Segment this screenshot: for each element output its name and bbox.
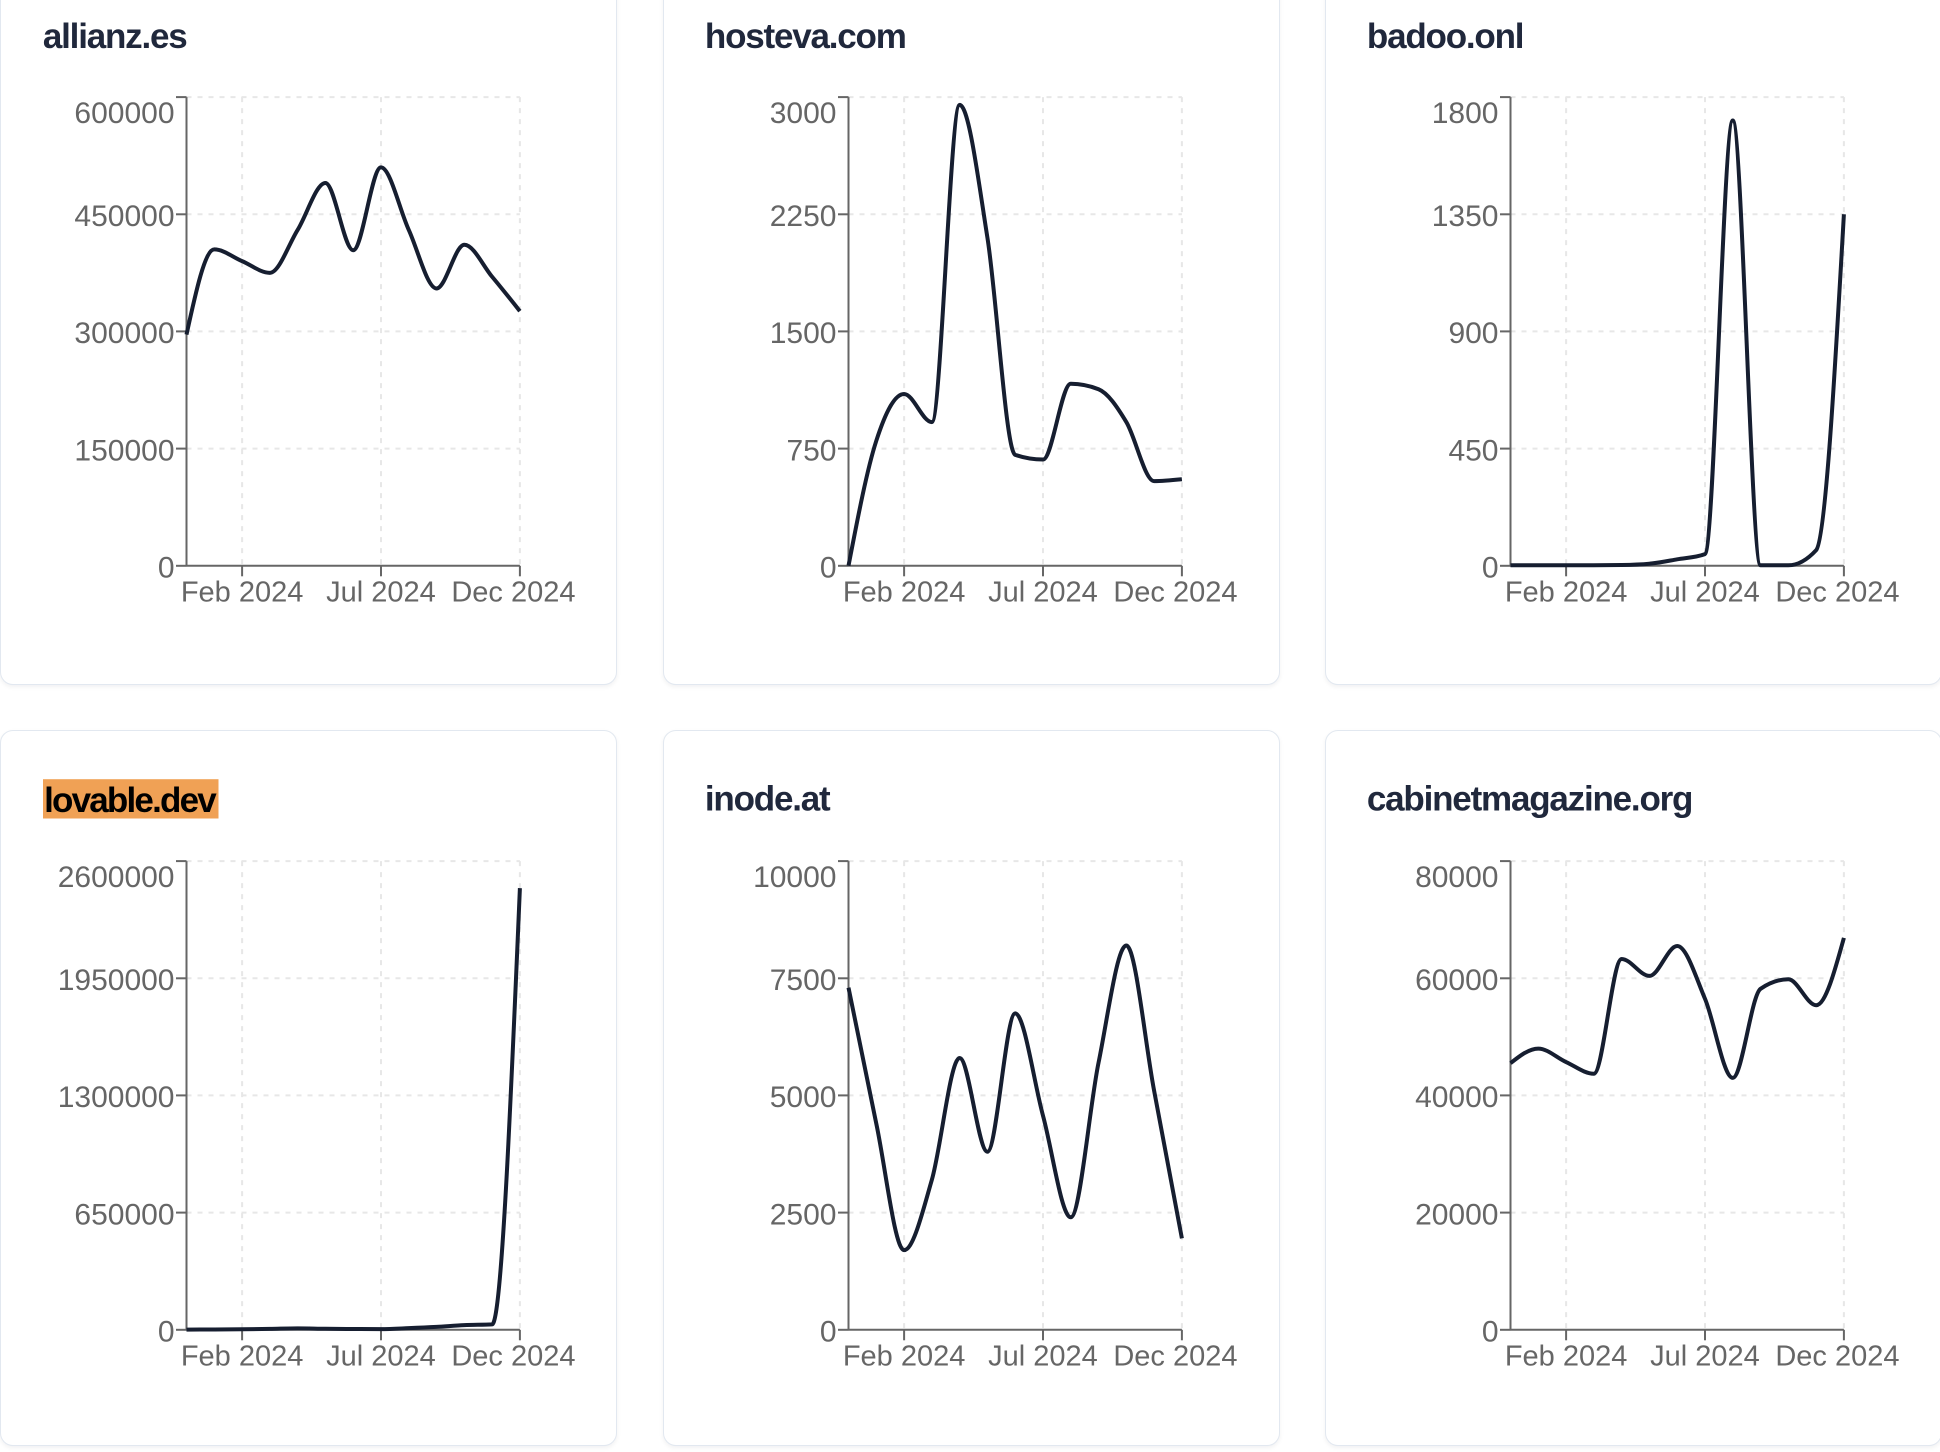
svg-text:Feb 2024: Feb 2024	[1505, 577, 1628, 609]
svg-text:20000: 20000	[1415, 1198, 1498, 1231]
svg-text:2250: 2250	[770, 200, 837, 233]
svg-text:1300000: 1300000	[57, 1081, 174, 1114]
svg-text:Jul 2024: Jul 2024	[326, 1340, 436, 1372]
svg-text:650000: 650000	[74, 1198, 174, 1231]
svg-text:10000: 10000	[753, 860, 836, 893]
svg-text:cabinetmagazine.org: cabinetmagazine.org	[1367, 779, 1692, 818]
svg-text:allianz.es: allianz.es	[42, 17, 186, 56]
svg-text:Jul 2024: Jul 2024	[1650, 1340, 1760, 1372]
svg-text:Dec 2024: Dec 2024	[1113, 1340, 1237, 1372]
svg-text:Dec 2024: Dec 2024	[451, 1340, 575, 1372]
svg-text:Dec 2024: Dec 2024	[451, 577, 575, 609]
svg-text:0: 0	[820, 552, 837, 585]
svg-text:150000: 150000	[74, 434, 174, 467]
svg-text:2500: 2500	[770, 1198, 837, 1231]
svg-text:3000: 3000	[770, 97, 837, 130]
svg-text:1350: 1350	[1432, 200, 1499, 233]
svg-text:0: 0	[820, 1315, 837, 1348]
svg-text:40000: 40000	[1415, 1081, 1498, 1114]
svg-text:Feb 2024: Feb 2024	[843, 577, 966, 609]
svg-text:1800: 1800	[1432, 97, 1499, 130]
svg-text:300000: 300000	[74, 317, 174, 350]
svg-text:450: 450	[1448, 434, 1498, 467]
svg-text:Dec 2024: Dec 2024	[1775, 577, 1899, 609]
svg-text:Feb 2024: Feb 2024	[843, 1340, 966, 1372]
svg-text:80000: 80000	[1415, 860, 1498, 893]
svg-text:0: 0	[157, 1315, 174, 1348]
svg-text:Jul 2024: Jul 2024	[1650, 577, 1760, 609]
svg-text:Dec 2024: Dec 2024	[1775, 1340, 1899, 1372]
svg-text:2600000: 2600000	[57, 860, 174, 893]
svg-text:Feb 2024: Feb 2024	[1505, 1340, 1628, 1372]
svg-text:Jul 2024: Jul 2024	[326, 577, 436, 609]
svg-text:1950000: 1950000	[57, 964, 174, 997]
svg-text:0: 0	[1482, 552, 1499, 585]
svg-text:600000: 600000	[74, 97, 174, 130]
svg-text:5000: 5000	[770, 1081, 837, 1114]
svg-text:inode.at: inode.at	[705, 779, 831, 818]
svg-text:0: 0	[157, 552, 174, 585]
svg-text:7500: 7500	[770, 964, 837, 997]
svg-text:Dec 2024: Dec 2024	[1113, 577, 1237, 609]
svg-text:60000: 60000	[1415, 964, 1498, 997]
svg-text:Feb 2024: Feb 2024	[180, 1340, 303, 1372]
svg-text:1500: 1500	[770, 317, 837, 350]
svg-text:750: 750	[787, 434, 837, 467]
svg-text:450000: 450000	[74, 200, 174, 233]
svg-text:Feb 2024: Feb 2024	[180, 577, 303, 609]
svg-text:900: 900	[1448, 317, 1498, 350]
svg-text:badoo.onl: badoo.onl	[1367, 17, 1523, 56]
svg-text:lovable.dev: lovable.dev	[44, 781, 217, 820]
svg-text:hosteva.com: hosteva.com	[705, 17, 906, 56]
svg-text:Jul 2024: Jul 2024	[988, 1340, 1098, 1372]
svg-text:Jul 2024: Jul 2024	[988, 577, 1098, 609]
svg-text:0: 0	[1482, 1315, 1499, 1348]
